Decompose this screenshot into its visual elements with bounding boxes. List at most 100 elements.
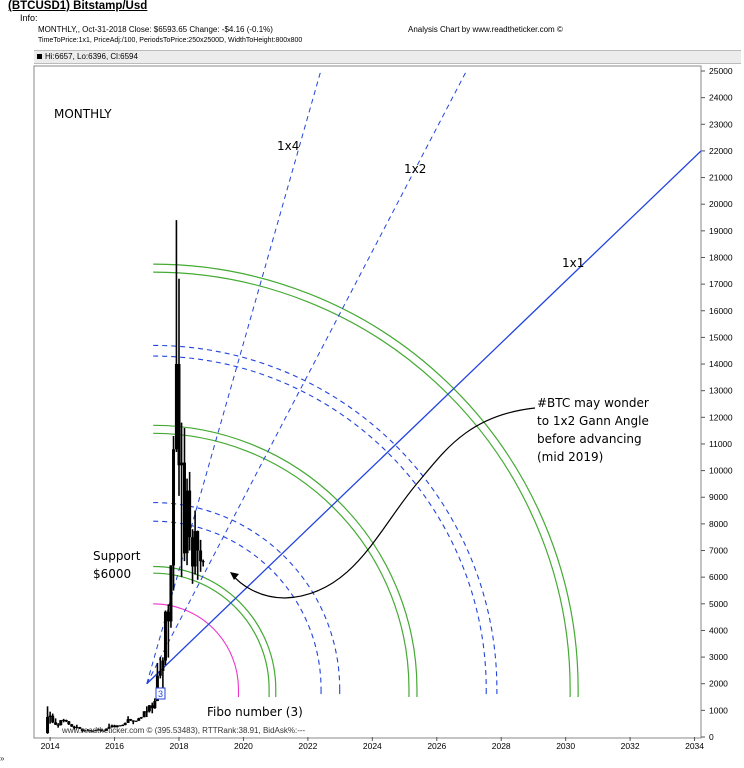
corner-mark: » <box>0 754 5 763</box>
fibo-marker: 3 <box>158 689 163 699</box>
y-tick-label: 21000 <box>709 173 733 183</box>
forecast-curve <box>231 407 536 599</box>
candle-body <box>123 722 127 726</box>
hilo-bar: Hi:6657, Lo:6396, Cl:6594 <box>34 50 741 64</box>
candle-body <box>163 611 167 661</box>
candle-body <box>62 719 66 721</box>
candle-body <box>48 715 52 718</box>
y-tick-label: 18000 <box>709 252 733 262</box>
candle-body <box>161 660 165 671</box>
candle-body <box>102 730 106 732</box>
note-line-4: (mid 2019) <box>537 450 603 464</box>
candle-body <box>121 725 125 727</box>
candle-body <box>113 725 117 728</box>
support-value: $6000 <box>93 567 131 581</box>
x-axis: 2014 2016 2018 2020 2022 2024 2026 2028 2030 2032… <box>41 737 704 751</box>
candle-body <box>147 705 151 712</box>
gann-line-1x1 <box>146 150 701 685</box>
candle-body <box>126 719 130 723</box>
candle-body <box>67 721 71 725</box>
candle-body <box>75 727 79 729</box>
x-tick-label: 2014 <box>41 741 60 751</box>
candle-body <box>56 724 60 726</box>
x-tick-label: 2034 <box>685 741 704 751</box>
candle-body <box>54 722 58 725</box>
label-1x4: 1x4 <box>277 139 299 153</box>
candle-body <box>115 725 119 728</box>
label-1x1: 1x1 <box>562 256 584 270</box>
y-tick-label: 12000 <box>709 412 733 422</box>
y-tick-label: 5000 <box>709 599 728 609</box>
candle-body <box>182 462 186 554</box>
candle-body <box>83 730 87 732</box>
blue-dashed-arc <box>153 344 498 690</box>
candle-body <box>134 720 138 722</box>
candle-body <box>172 449 176 566</box>
green-arc <box>153 432 410 690</box>
note-line-1: #BTC may wonder <box>537 396 649 410</box>
blue-dashed-arc <box>153 502 341 690</box>
candle-body <box>80 728 84 732</box>
y-tick-label: 9000 <box>709 492 728 502</box>
x-tick-label: 2030 <box>556 741 575 751</box>
chart-settings: TimeToPrice:1x1, PriceAdj:/100, PeriodsT… <box>38 37 303 44</box>
x-tick-label: 2024 <box>363 741 382 751</box>
x-tick-label: 2032 <box>621 741 640 751</box>
y-tick-label: 15000 <box>709 332 733 342</box>
y-tick-label: 3000 <box>709 652 728 662</box>
analysis-credit: Analysis Chart by www.readtheticker.com … <box>408 25 563 34</box>
x-tick-label: 2016 <box>105 741 124 751</box>
x-tick-label: 2028 <box>492 741 511 751</box>
candle-body <box>96 729 100 731</box>
candle-body <box>153 701 157 709</box>
hilo-text: Hi:6657, Lo:6396, Cl:6594 <box>45 52 138 61</box>
candle-body <box>59 720 63 726</box>
x-tick-label: 2018 <box>170 741 189 751</box>
candle-body <box>46 717 50 734</box>
y-tick-label: 17000 <box>709 279 733 289</box>
candle-body <box>88 730 92 732</box>
candle-body <box>51 715 55 723</box>
candle-body <box>64 719 68 722</box>
gann-arcs <box>153 263 579 698</box>
candle-body <box>180 462 184 466</box>
candle-body <box>118 725 122 727</box>
candlestick-series <box>46 220 205 734</box>
y-tick-label: 8000 <box>709 519 728 529</box>
fibo-label: Fibo number (3) <box>207 705 303 719</box>
note-line-3: before advancing <box>537 432 642 446</box>
y-tick-label: 1000 <box>709 705 728 715</box>
green-arc <box>153 271 571 690</box>
gann-line-1x2 <box>146 70 467 684</box>
quote-summary: MONTHLY,, Oct-31-2018 Close: $6593.65 Ch… <box>38 25 273 34</box>
y-tick-label: 16000 <box>709 306 733 316</box>
candle-body <box>185 490 189 554</box>
y-tick-label: 25000 <box>709 66 733 76</box>
y-tick-label: 14000 <box>709 359 733 369</box>
candle-body <box>142 711 146 718</box>
candle-body <box>139 717 143 719</box>
candle-body <box>145 711 149 713</box>
x-tick-label: 2022 <box>298 741 317 751</box>
blue-dashed-arc <box>153 520 322 690</box>
period-label: MONTHLY <box>54 107 112 121</box>
gann-line-1x4 <box>146 70 322 684</box>
fibo-marker-box <box>155 687 166 700</box>
candle-body <box>72 726 76 728</box>
candle-body <box>158 670 162 676</box>
candle-body <box>196 531 200 551</box>
y-tick-label: 2000 <box>709 679 728 689</box>
candle-body <box>131 720 135 722</box>
candle-body <box>137 718 141 721</box>
footer-credit: www.readtheticker.com © (395.53483), RTT… <box>61 726 306 735</box>
y-tick-label: 24000 <box>709 93 733 103</box>
note-line-2: to 1x2 Gann Angle <box>537 414 649 428</box>
label-1x2: 1x2 <box>404 162 426 176</box>
candle-body <box>91 730 95 732</box>
bar-marker-icon <box>37 54 42 60</box>
candle-body <box>110 725 114 727</box>
candle-body <box>174 364 178 450</box>
info-label: Info: <box>20 13 38 23</box>
y-tick-label: 10000 <box>709 466 733 476</box>
chart-title[interactable]: (BTCUSD1) Bitstamp/Usd <box>8 0 148 12</box>
